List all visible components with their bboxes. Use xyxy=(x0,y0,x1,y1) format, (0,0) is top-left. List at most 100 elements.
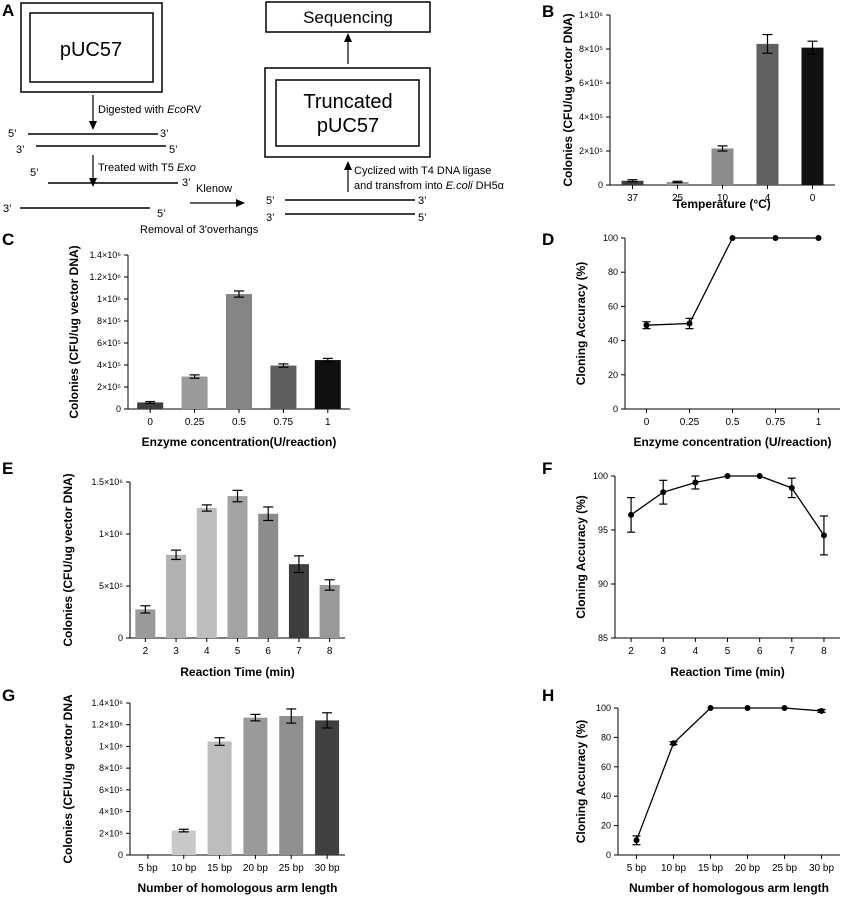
chart-h-xtick-label: 20 bp xyxy=(735,863,760,874)
chart-c-xtick-label: 1 xyxy=(325,417,331,428)
chart-h-xtick-label: 15 bp xyxy=(698,863,723,874)
truncated-label-line1: Truncated xyxy=(303,91,392,113)
panel-label-b: B xyxy=(542,2,554,21)
panel-a-schematic: A pUC57 Digested with EcoRV 5’ 3’ 3’ 5’ … xyxy=(2,1,505,236)
chart-h-point xyxy=(744,705,751,711)
panel-label-d: D xyxy=(542,230,554,249)
chart-f-ytick-label: 100 xyxy=(593,471,608,481)
chart-e-bar xyxy=(319,584,340,638)
truncated-outer-box xyxy=(264,67,431,158)
dna1-top-5: 5’ xyxy=(8,128,17,140)
chart-d-ytick-label: 20 xyxy=(608,370,618,380)
removal-label: Removal of 3'overhangs xyxy=(140,224,259,236)
chart-f-ylabel: Cloning Accuracy (%) xyxy=(574,495,588,619)
chart-b-temperature: 0 2×10⁵ 4×10⁵ 6×10⁵ 8×10⁵ 1×10⁶ 37 25 10 4 0 Temper… xyxy=(561,10,835,211)
chart-d-point xyxy=(729,235,736,241)
chart-c-xtick-label: 0 xyxy=(147,417,153,428)
chart-g-ylabel: Colonies (CFU/ug vector DNA xyxy=(61,694,75,864)
chart-e-ytick-label: 1×10⁶ xyxy=(99,529,123,539)
chart-d-ytick-label: 80 xyxy=(608,267,618,277)
chart-g-xtick-label: 25 bp xyxy=(279,863,304,874)
chart-f-xlabel: Reaction Time (min) xyxy=(670,665,784,679)
chart-f-time-accuracy: 85 90 95 100 2 3 4 5 6 7 8 Reaction Time (min) Cloni… xyxy=(574,471,840,679)
chart-g-ytick-label: 1×10⁶ xyxy=(99,741,123,751)
chart-g-ytick-label: 0 xyxy=(118,850,123,860)
chart-e-xtick-label: 8 xyxy=(327,646,333,657)
chart-h-ytick-label: 0 xyxy=(606,850,611,860)
chart-c-bar xyxy=(137,402,164,409)
chart-h-ytick-label: 80 xyxy=(601,732,611,742)
chart-c-ytick-label: 1×10⁶ xyxy=(97,294,121,304)
chart-d-xtick-label: 0 xyxy=(644,417,650,428)
chart-f-xtick-label: 2 xyxy=(628,646,634,657)
chart-d-ytick-label: 100 xyxy=(603,233,618,243)
chart-b-ytick-label: 1×10⁶ xyxy=(579,10,603,20)
chart-h-point xyxy=(781,705,788,711)
arrowhead-cyclize xyxy=(344,161,352,170)
chart-e-bar xyxy=(135,609,156,638)
chart-h-point xyxy=(707,705,714,711)
chart-d-xtick-label: 1 xyxy=(816,417,822,428)
chart-g-bar xyxy=(207,741,232,855)
chart-g-xlabel: Number of homologous arm length xyxy=(138,881,338,895)
chart-b-bar xyxy=(756,43,779,186)
chart-d-xtick-label: 0.25 xyxy=(680,417,700,428)
dna1-top-3: 3’ xyxy=(160,128,169,140)
chart-h-point xyxy=(818,707,825,714)
chart-h-ytick-label: 20 xyxy=(601,821,611,831)
chart-f-point xyxy=(692,479,699,486)
chart-h-xtick-label: 10 bp xyxy=(661,863,686,874)
chart-g-bar xyxy=(171,830,196,855)
chart-d-ylabel: Cloning Accuracy (%) xyxy=(574,262,588,386)
step2-label: Treated with T5 Exo xyxy=(98,162,196,174)
sequencing-box xyxy=(265,1,431,33)
klenow-label: Klenow xyxy=(196,183,232,195)
truncated-inner-box xyxy=(275,79,420,147)
chart-c-bar xyxy=(181,376,208,409)
chart-e-ytick-label: 0 xyxy=(118,633,123,643)
cyclize-line1: Cyclized with T4 DNA ligase xyxy=(354,165,491,177)
chart-e-bar xyxy=(258,513,279,638)
chart-d-xtick-label: 0.5 xyxy=(726,417,740,428)
chart-b-xtick-label: 4 xyxy=(765,193,771,204)
dna2-top-3: 3’ xyxy=(182,177,191,189)
chart-c-ytick-label: 2×10⁵ xyxy=(97,382,121,392)
chart-g-ytick-label: 8×10⁵ xyxy=(99,763,123,773)
truncated-label-line2: pUC57 xyxy=(317,115,379,137)
chart-h-point xyxy=(670,740,677,747)
chart-g-xtick-label: 15 bp xyxy=(207,863,232,874)
chart-g-ytick-label: 1.2×10⁶ xyxy=(92,720,124,730)
chart-d-point xyxy=(815,235,822,241)
chart-b-ytick-label: 2×10⁵ xyxy=(579,146,603,156)
chart-d-ytick-label: 0 xyxy=(613,404,618,414)
panel-label-h: H xyxy=(542,686,554,705)
chart-d-xlabel: Enzyme concentration (U/reaction) xyxy=(633,435,831,449)
panel-label-c: C xyxy=(2,230,14,249)
chart-e-xtick-label: 4 xyxy=(204,646,210,657)
chart-b-xlabel: Temperature (°C) xyxy=(674,197,771,211)
chart-d-ytick-label: 60 xyxy=(608,301,618,311)
chart-c-ylabel: Colonies (CFU/ug vector DNA) xyxy=(67,245,81,418)
chart-g-xtick-label: 30 bp xyxy=(315,863,340,874)
chart-h-arm-accuracy: 0 20 40 60 80 100 5 bp 10 bp 15 bp 20 bp 25 bp 30 b… xyxy=(574,703,840,895)
dna1-bottom-5: 5’ xyxy=(169,144,178,156)
chart-c-ytick-label: 4×10⁵ xyxy=(97,360,121,370)
chart-f-point xyxy=(756,473,763,479)
chart-b-ytick-label: 8×10⁵ xyxy=(579,44,603,54)
dna3-top-5: 5’ xyxy=(266,195,275,207)
chart-c-ytick-label: 1.2×10⁶ xyxy=(90,272,122,282)
chart-h-point xyxy=(633,837,640,844)
chart-h-ytick-label: 40 xyxy=(601,791,611,801)
chart-e-bar xyxy=(288,564,309,638)
chart-b-bar xyxy=(711,148,734,185)
panel-label-g: G xyxy=(2,686,15,705)
chart-b-ytick-label: 0 xyxy=(598,180,603,190)
step1-label: Digested with EcoRV xyxy=(98,104,202,116)
plasmid-outer-box xyxy=(20,2,163,93)
chart-d-ytick-label: 40 xyxy=(608,336,618,346)
chart-c-enzyme-colonies: 0 2×10⁵ 4×10⁵ 6×10⁵ 8×10⁵ 1×10⁶ 1.2×10⁶ 1.4×10⁶… xyxy=(67,245,350,449)
chart-g-ytick-label: 2×10⁵ xyxy=(99,828,123,838)
arrowhead-klenow xyxy=(236,199,245,207)
chart-e-bar xyxy=(166,554,187,638)
